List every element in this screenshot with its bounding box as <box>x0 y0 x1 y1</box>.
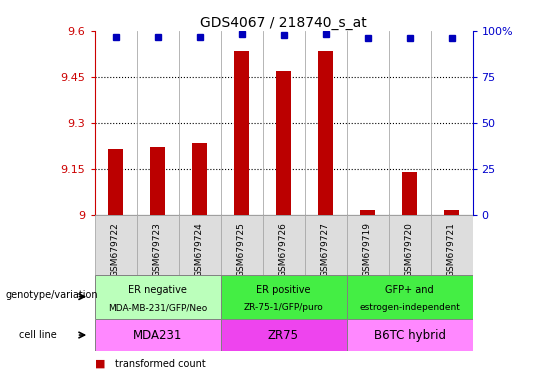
Text: GSM679719: GSM679719 <box>363 222 372 277</box>
Bar <box>150 147 165 215</box>
Text: GFP+ and: GFP+ and <box>385 285 434 295</box>
Text: MDA-MB-231/GFP/Neo: MDA-MB-231/GFP/Neo <box>108 303 207 312</box>
Text: ZR75: ZR75 <box>268 329 299 341</box>
Bar <box>444 210 459 215</box>
Text: genotype/variation: genotype/variation <box>5 290 98 300</box>
Text: GSM679725: GSM679725 <box>237 222 246 277</box>
Bar <box>220 275 347 319</box>
Text: cell line: cell line <box>19 330 57 340</box>
Text: B6TC hybrid: B6TC hybrid <box>374 329 445 341</box>
Bar <box>276 71 291 215</box>
Bar <box>94 275 220 319</box>
Bar <box>137 215 179 275</box>
Bar <box>220 215 262 275</box>
Bar <box>388 215 430 275</box>
Bar <box>108 149 123 215</box>
Bar <box>305 215 347 275</box>
Text: ■: ■ <box>94 359 105 369</box>
Text: GSM679723: GSM679723 <box>153 222 162 277</box>
Bar <box>220 319 347 351</box>
Bar <box>347 215 388 275</box>
Bar <box>234 51 249 215</box>
Bar <box>262 215 305 275</box>
Bar <box>360 210 375 215</box>
Text: GSM679724: GSM679724 <box>195 222 204 277</box>
Title: GDS4067 / 218740_s_at: GDS4067 / 218740_s_at <box>200 16 367 30</box>
Bar <box>347 319 472 351</box>
Text: GSM679720: GSM679720 <box>405 222 414 277</box>
Bar <box>192 143 207 215</box>
Text: transformed count: transformed count <box>115 359 206 369</box>
Bar <box>179 215 220 275</box>
Text: ZR-75-1/GFP/puro: ZR-75-1/GFP/puro <box>244 303 323 312</box>
Bar <box>94 215 137 275</box>
Bar <box>347 275 472 319</box>
Text: MDA231: MDA231 <box>133 329 182 341</box>
Text: GSM679727: GSM679727 <box>321 222 330 277</box>
Text: ER negative: ER negative <box>128 285 187 295</box>
Bar <box>318 51 333 215</box>
Bar <box>430 215 472 275</box>
Bar <box>402 172 417 215</box>
Text: estrogen-independent: estrogen-independent <box>359 303 460 312</box>
Text: GSM679722: GSM679722 <box>111 222 120 277</box>
Text: GSM679726: GSM679726 <box>279 222 288 277</box>
Bar <box>94 319 220 351</box>
Text: GSM679721: GSM679721 <box>447 222 456 277</box>
Text: ER positive: ER positive <box>256 285 310 295</box>
